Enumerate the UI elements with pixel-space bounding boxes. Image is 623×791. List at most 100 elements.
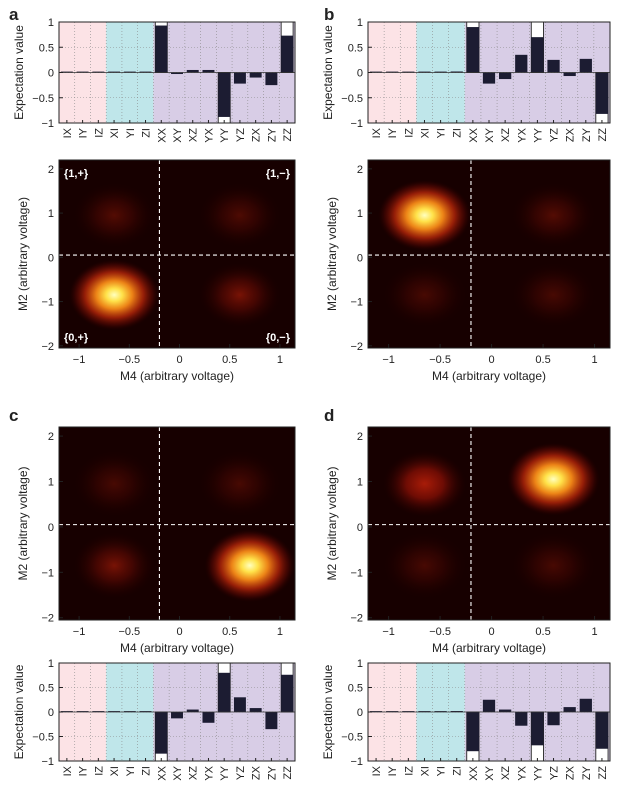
histogram-blob bbox=[199, 451, 280, 517]
measured-bar bbox=[547, 59, 560, 73]
bar-category-label: XZ bbox=[500, 128, 512, 142]
heatmap-frame bbox=[367, 159, 611, 349]
measured-bar bbox=[265, 712, 278, 730]
bar-category-label: ZZ bbox=[597, 128, 609, 142]
bar-category-label: IZ bbox=[403, 128, 415, 138]
measured-bar bbox=[595, 72, 609, 114]
quadrant-label-top-right: {1,−} bbox=[266, 168, 291, 180]
bar-category-label: XX bbox=[156, 127, 168, 142]
bar-category-label: YZ bbox=[549, 766, 561, 780]
panel-c: c −1 −0.5 0 0.5 1 IX IY IZ XI YI ZI XX XY XZ YX YY YZ ZX ZY… bbox=[9, 406, 296, 781]
heatmap-ylabel: M2 (arbitrary voltage) bbox=[325, 466, 339, 580]
measured-bar bbox=[402, 711, 415, 712]
histogram-blob bbox=[512, 183, 595, 248]
bar-category-label: XX bbox=[468, 127, 480, 142]
bar-category-label: ZI bbox=[452, 128, 464, 138]
bar-category-label: IZ bbox=[93, 766, 105, 776]
bar-ylabel: Expectation value bbox=[321, 25, 335, 120]
measured-bar bbox=[155, 712, 168, 754]
panel-d: d −1 −0.5 0 0.5 1 IX IY IZ XI YI ZI XX XY XZ YX YY YZ ZX ZY… bbox=[321, 406, 611, 781]
bar-category-label: YI bbox=[436, 128, 448, 138]
heatmap-xtick-label: 0.5 bbox=[222, 626, 237, 638]
measured-bar bbox=[499, 709, 512, 712]
heatmap-ytick-label: 2 bbox=[48, 431, 54, 443]
heatmap-ytick-label: −1 bbox=[350, 567, 363, 579]
measured-bar bbox=[466, 27, 479, 73]
heatmap-xlabel: M4 (arbitrary voltage) bbox=[120, 641, 234, 655]
measured-bar bbox=[386, 711, 399, 712]
measured-bar bbox=[450, 711, 463, 712]
bar-chart: −1 −0.5 0 0.5 1 IX IY IZ XI YI ZI XX XY XZ YX YY YZ ZX ZY Z… bbox=[12, 658, 296, 781]
bar-category-label: ZX bbox=[251, 127, 263, 142]
bar-ylabel: Expectation value bbox=[12, 664, 26, 759]
measured-bar bbox=[108, 711, 121, 712]
measured-bar bbox=[402, 71, 415, 73]
heatmap-frame bbox=[58, 159, 296, 349]
heatmap-xtick-label: 0.5 bbox=[535, 354, 550, 366]
heatmap-ytick-label: −1 bbox=[41, 297, 54, 309]
heatmap-ytick-label: 2 bbox=[357, 431, 363, 443]
heatmap-xlabel: M4 (arbitrary voltage) bbox=[432, 641, 546, 655]
heatmap-frame bbox=[367, 426, 611, 621]
quadrant-label-bottom-left: {0,+} bbox=[64, 332, 89, 344]
measured-bar bbox=[499, 72, 512, 80]
quadrant-label-top-left: {1,+} bbox=[64, 168, 89, 180]
heatmap-frame bbox=[58, 426, 296, 621]
bar-ytick-label: −0.5 bbox=[341, 93, 363, 105]
bar-category-label: XI bbox=[109, 128, 121, 138]
histogram-blob bbox=[74, 183, 155, 248]
bar-category-label: XY bbox=[172, 765, 184, 780]
bar-category-label: IY bbox=[78, 127, 90, 138]
measured-bar bbox=[466, 712, 479, 752]
quadrant-label-bottom-right: {0,−} bbox=[266, 332, 291, 344]
heatmap-xtick-label: 0 bbox=[489, 354, 495, 366]
bar-ytick-label: 0 bbox=[357, 707, 363, 719]
bar-category-label: ZZ bbox=[282, 128, 294, 142]
bar-category-label: XZ bbox=[188, 766, 200, 780]
heatmap-plot-area bbox=[368, 160, 610, 348]
measured-bar bbox=[434, 71, 447, 73]
bar-category-label: IY bbox=[387, 127, 399, 138]
heatmap-ylabel: M2 (arbitrary voltage) bbox=[16, 466, 30, 580]
histogram-blob bbox=[383, 263, 466, 327]
heatmap-ytick-label: −2 bbox=[41, 341, 54, 353]
heatmap-xtick-label: 0.5 bbox=[535, 626, 550, 638]
bar-ylabel: Expectation value bbox=[321, 664, 335, 759]
panel-letter: d bbox=[324, 406, 334, 425]
panel-b: b −1 −0.5 0 0.5 1 IX IY IZ XI YI ZI XX XY XZ YX YY YZ ZX ZY… bbox=[321, 5, 611, 383]
histogram-blob bbox=[507, 442, 600, 516]
bar-category-label: ZY bbox=[581, 127, 593, 142]
measured-bar bbox=[233, 697, 246, 712]
measured-bar bbox=[369, 711, 383, 712]
measured-bar bbox=[233, 72, 246, 84]
bar-ytick-label: 0 bbox=[48, 707, 54, 719]
measured-bar bbox=[92, 711, 105, 712]
heatmap: −1 −0.5 0 0.5 1 −2 −1 0 1 2 M4 (arbitrary voltage)… bbox=[16, 159, 296, 383]
heatmap-ylabel: M2 (arbitrary voltage) bbox=[16, 197, 30, 311]
histogram-blob bbox=[69, 259, 160, 331]
heatmap-ytick-label: −2 bbox=[350, 341, 363, 353]
bar-ytick-label: −1 bbox=[350, 118, 363, 130]
bar-ytick-label: −1 bbox=[41, 756, 54, 768]
bar-ytick-label: −1 bbox=[41, 118, 54, 130]
histogram-blob bbox=[378, 179, 471, 251]
measured-bar bbox=[218, 672, 231, 712]
bar-category-label: XY bbox=[484, 127, 496, 142]
measured-bar bbox=[579, 58, 592, 73]
measured-bar bbox=[281, 674, 294, 712]
heatmap-xtick-label: 0 bbox=[176, 626, 182, 638]
bar-category-label: IX bbox=[371, 765, 383, 776]
measured-bar bbox=[515, 54, 528, 73]
bar-category-label: YZ bbox=[549, 128, 561, 142]
bar-category-label: IZ bbox=[93, 128, 105, 138]
measured-bar bbox=[369, 71, 383, 73]
bar-category-label: IY bbox=[387, 765, 399, 776]
measured-bar bbox=[515, 712, 528, 726]
measured-bar bbox=[418, 711, 431, 712]
panel-letter: c bbox=[9, 406, 18, 425]
heatmap-xtick-label: −1 bbox=[73, 626, 86, 638]
heatmap-ytick-label: 2 bbox=[48, 164, 54, 176]
bar-category-label: YZ bbox=[235, 128, 247, 142]
histogram-blob bbox=[204, 529, 295, 602]
heatmap-ytick-label: 0 bbox=[357, 252, 363, 264]
